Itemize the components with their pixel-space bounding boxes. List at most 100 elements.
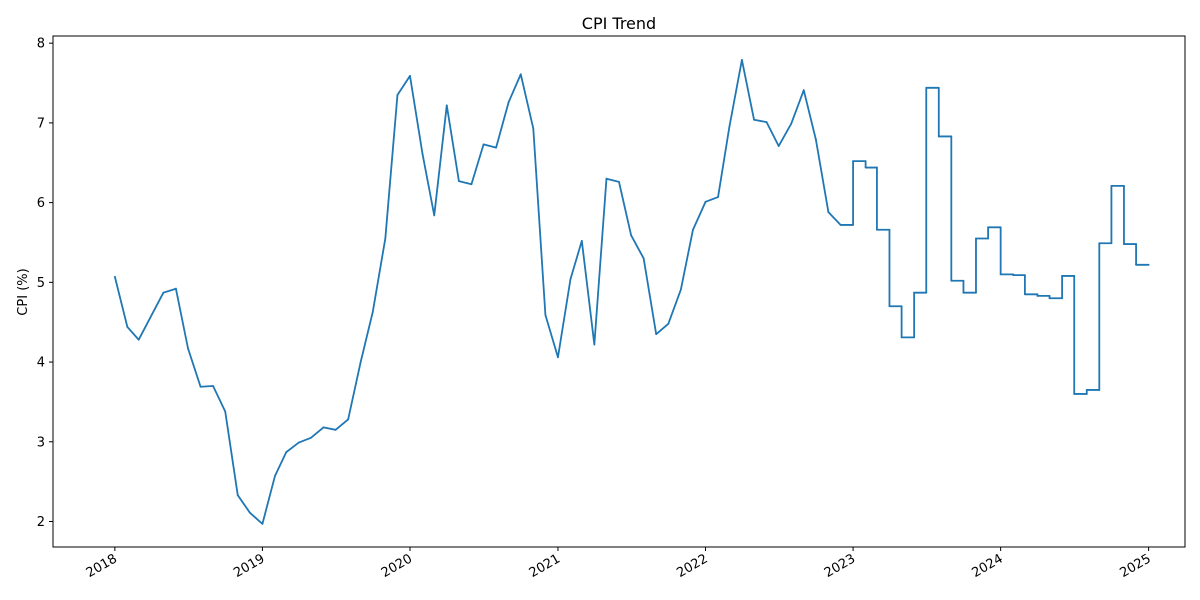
- cpi-data-point: [605, 177, 608, 180]
- cpi-data-point: [888, 228, 891, 231]
- cpi-data-point: [445, 104, 448, 107]
- cpi-data-point: [162, 291, 165, 294]
- cpi-data-point: [937, 86, 940, 89]
- cpi-data-point: [495, 146, 497, 149]
- cpi-data-point: [1135, 263, 1137, 266]
- cpi-data-point: [199, 385, 202, 388]
- cpi-data-point: [433, 214, 436, 217]
- cpi-data-point: [569, 278, 572, 281]
- y-tick-label: 7: [37, 116, 45, 131]
- cpi-data-point: [1147, 263, 1150, 266]
- cpi-data-point: [1036, 294, 1039, 297]
- cpi-data-point: [224, 410, 227, 413]
- cpi-data-point: [507, 101, 510, 104]
- cpi-data-point: [1073, 275, 1076, 277]
- cpi-data-point: [396, 94, 399, 96]
- cpi-data-point: [913, 336, 916, 339]
- cpi-data-point: [962, 291, 965, 294]
- cpi-data-point: [1135, 243, 1137, 245]
- cpi-data-point: [421, 153, 424, 155]
- cpi-data-point: [334, 428, 337, 431]
- cpi-data-point: [852, 160, 854, 163]
- cpi-data-point: [285, 451, 288, 454]
- cpi-data-point: [728, 125, 731, 128]
- cpi-data-point: [482, 143, 485, 146]
- cpi-data-point: [999, 226, 1002, 229]
- chart-title: CPI Trend: [582, 14, 656, 33]
- cpi-data-point: [274, 475, 276, 477]
- cpi-data-point: [580, 239, 583, 242]
- cpi-data-point: [1085, 389, 1088, 391]
- cpi-data-point: [987, 237, 990, 240]
- cpi-data-point: [618, 180, 620, 183]
- plot-area-frame: [52, 35, 1186, 548]
- cpi-data-point: [1110, 184, 1113, 187]
- cpi-data-point: [187, 347, 189, 350]
- cpi-data-point: [1061, 275, 1063, 277]
- cpi-data-point: [1048, 294, 1051, 297]
- cpi-data-point: [1098, 242, 1101, 245]
- cpi-data-point: [322, 426, 325, 429]
- y-tick-label: 5: [37, 276, 45, 291]
- cpi-data-point: [359, 361, 362, 363]
- cpi-data-point: [236, 494, 239, 497]
- cpi-data-point: [741, 59, 743, 61]
- cpi-data-point: [347, 418, 350, 421]
- cpi-data-point: [962, 279, 965, 282]
- cpi-data-point: [1036, 293, 1039, 296]
- cpi-data-point: [975, 291, 977, 294]
- cpi-data-point: [975, 237, 977, 240]
- cpi-data-point: [1073, 393, 1076, 395]
- cpi-data-point: [1098, 389, 1101, 391]
- cpi-data-point: [937, 135, 940, 138]
- cpi-data-point: [1123, 184, 1125, 187]
- cpi-data-point: [876, 228, 878, 231]
- cpi-data-point: [655, 333, 658, 336]
- cpi-data-point: [248, 511, 251, 514]
- cpi-data-point: [1012, 274, 1015, 277]
- cpi-data-point: [692, 228, 694, 231]
- cpi-data-point: [593, 343, 596, 346]
- cpi-data-point: [753, 118, 755, 121]
- y-tick-label: 4: [37, 356, 45, 371]
- cpi-data-point: [839, 224, 842, 226]
- cpi-data-point: [814, 138, 817, 141]
- cpi-data-point: [458, 180, 460, 182]
- cpi-data-point: [950, 279, 953, 282]
- cpi-data-point: [1085, 393, 1088, 395]
- cpi-data-point: [1048, 297, 1051, 300]
- cpi-data-point: [852, 224, 854, 226]
- y-tick-label: 3: [37, 435, 45, 450]
- cpi-data-point: [900, 336, 903, 339]
- cpi-data-point: [925, 86, 928, 89]
- cpi-data-point: [900, 305, 903, 308]
- cpi-data-point: [667, 322, 670, 325]
- cpi-data-point: [1061, 297, 1063, 300]
- cpi-data-point: [261, 522, 264, 525]
- cpi-data-point: [384, 237, 387, 240]
- series-layer: [113, 59, 1150, 525]
- cpi-data-point: [925, 291, 928, 294]
- cpi-data-point: [864, 166, 867, 169]
- cpi-data-point: [827, 211, 830, 214]
- cpi-data-point: [175, 287, 177, 290]
- cpi-data-point: [987, 226, 990, 229]
- y-axis-label: CPI (%): [16, 268, 31, 315]
- cpi-data-point: [999, 273, 1002, 276]
- cpi-data-point: [950, 135, 953, 138]
- cpi-data-point: [532, 127, 535, 130]
- cpi-data-point: [777, 145, 780, 147]
- cpi-data-point: [1024, 274, 1026, 277]
- cpi-data-point: [876, 166, 878, 169]
- cpi-data-point: [137, 338, 140, 341]
- cpi-data-point: [470, 183, 473, 186]
- cpi-data-point: [113, 275, 116, 278]
- cpi-data-point: [704, 200, 707, 203]
- cpi-data-point: [371, 310, 374, 313]
- y-tick-label: 8: [37, 37, 45, 52]
- cpi-data-point: [544, 314, 547, 316]
- cpi-data-point: [297, 441, 300, 444]
- cpi-data-point: [679, 288, 682, 291]
